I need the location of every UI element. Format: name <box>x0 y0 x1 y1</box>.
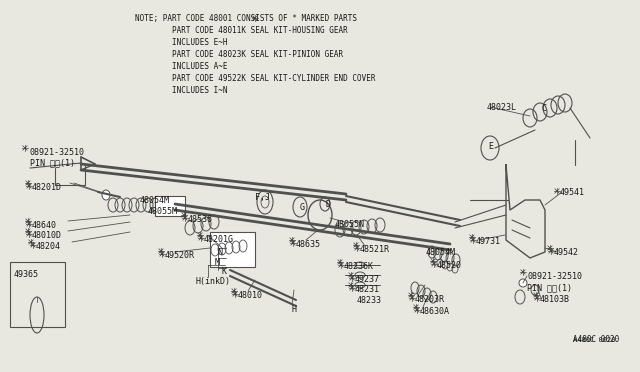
Text: 48054M: 48054M <box>140 196 170 205</box>
Text: PIN ピン(1): PIN ピン(1) <box>527 283 572 292</box>
Text: F,J: F,J <box>255 193 270 202</box>
Text: 48204: 48204 <box>36 242 61 251</box>
Text: PART CODE 48023K SEAL KIT-PINION GEAR: PART CODE 48023K SEAL KIT-PINION GEAR <box>135 50 343 59</box>
Ellipse shape <box>519 279 527 287</box>
Text: M: M <box>215 258 220 267</box>
Text: 49365: 49365 <box>14 270 39 279</box>
Text: 48203R: 48203R <box>415 295 445 304</box>
Text: 48010D: 48010D <box>32 231 62 240</box>
Text: INCLUDES I~N: INCLUDES I~N <box>135 86 227 95</box>
Text: PART CODE 48011K SEAL KIT-HOUSING GEAR: PART CODE 48011K SEAL KIT-HOUSING GEAR <box>135 26 348 35</box>
Text: K: K <box>222 267 227 276</box>
Text: 48054M: 48054M <box>426 248 456 257</box>
Text: E: E <box>488 142 493 151</box>
Text: NOTE; PART CODE 48001 CONSISTS OF * MARKED PARTS: NOTE; PART CODE 48001 CONSISTS OF * MARK… <box>135 14 357 23</box>
Text: A480C 0020: A480C 0020 <box>573 335 620 344</box>
Text: 49237: 49237 <box>355 275 380 284</box>
Text: 49520R: 49520R <box>165 251 195 260</box>
Text: 48201G: 48201G <box>204 235 234 244</box>
Text: 48521R: 48521R <box>360 245 390 254</box>
Text: 48055M: 48055M <box>148 207 178 216</box>
Text: PIN ピン(1): PIN ピン(1) <box>30 158 75 167</box>
Ellipse shape <box>102 190 110 200</box>
Text: 48231: 48231 <box>355 285 380 294</box>
Text: 48055N: 48055N <box>335 220 365 229</box>
Bar <box>210 232 255 267</box>
Text: 48536: 48536 <box>188 215 213 224</box>
Text: N: N <box>217 248 222 257</box>
Text: 49731: 49731 <box>476 237 501 246</box>
Text: 48233: 48233 <box>357 296 382 305</box>
Text: D: D <box>325 200 330 209</box>
Text: G: G <box>300 203 305 212</box>
Text: 49541: 49541 <box>560 188 585 197</box>
Text: 48236K: 48236K <box>344 262 374 271</box>
Text: 08921-32510: 08921-32510 <box>30 148 85 157</box>
Text: 48635: 48635 <box>296 240 321 249</box>
Bar <box>10 262 65 327</box>
Text: 48630A: 48630A <box>420 307 450 316</box>
Text: 48201D: 48201D <box>32 183 62 192</box>
Text: INCLUDES A~E: INCLUDES A~E <box>135 62 227 71</box>
Text: INCLUDES E~H: INCLUDES E~H <box>135 38 227 47</box>
Text: H(inkD): H(inkD) <box>196 277 231 286</box>
Text: 48520: 48520 <box>437 261 462 270</box>
Text: 48010: 48010 <box>238 291 263 300</box>
Text: 08921-32510: 08921-32510 <box>527 272 582 281</box>
Bar <box>155 196 185 216</box>
Text: 48103B: 48103B <box>540 295 570 304</box>
Text: C: C <box>541 104 546 113</box>
Text: A480C 0020: A480C 0020 <box>573 337 616 343</box>
Text: 48023L: 48023L <box>487 103 517 112</box>
Text: 48640: 48640 <box>32 221 57 230</box>
Text: H: H <box>291 305 296 314</box>
Text: 49542: 49542 <box>554 248 579 257</box>
Text: PART CODE 49522K SEAL KIT-CYLINDER END COVER: PART CODE 49522K SEAL KIT-CYLINDER END C… <box>135 74 376 83</box>
